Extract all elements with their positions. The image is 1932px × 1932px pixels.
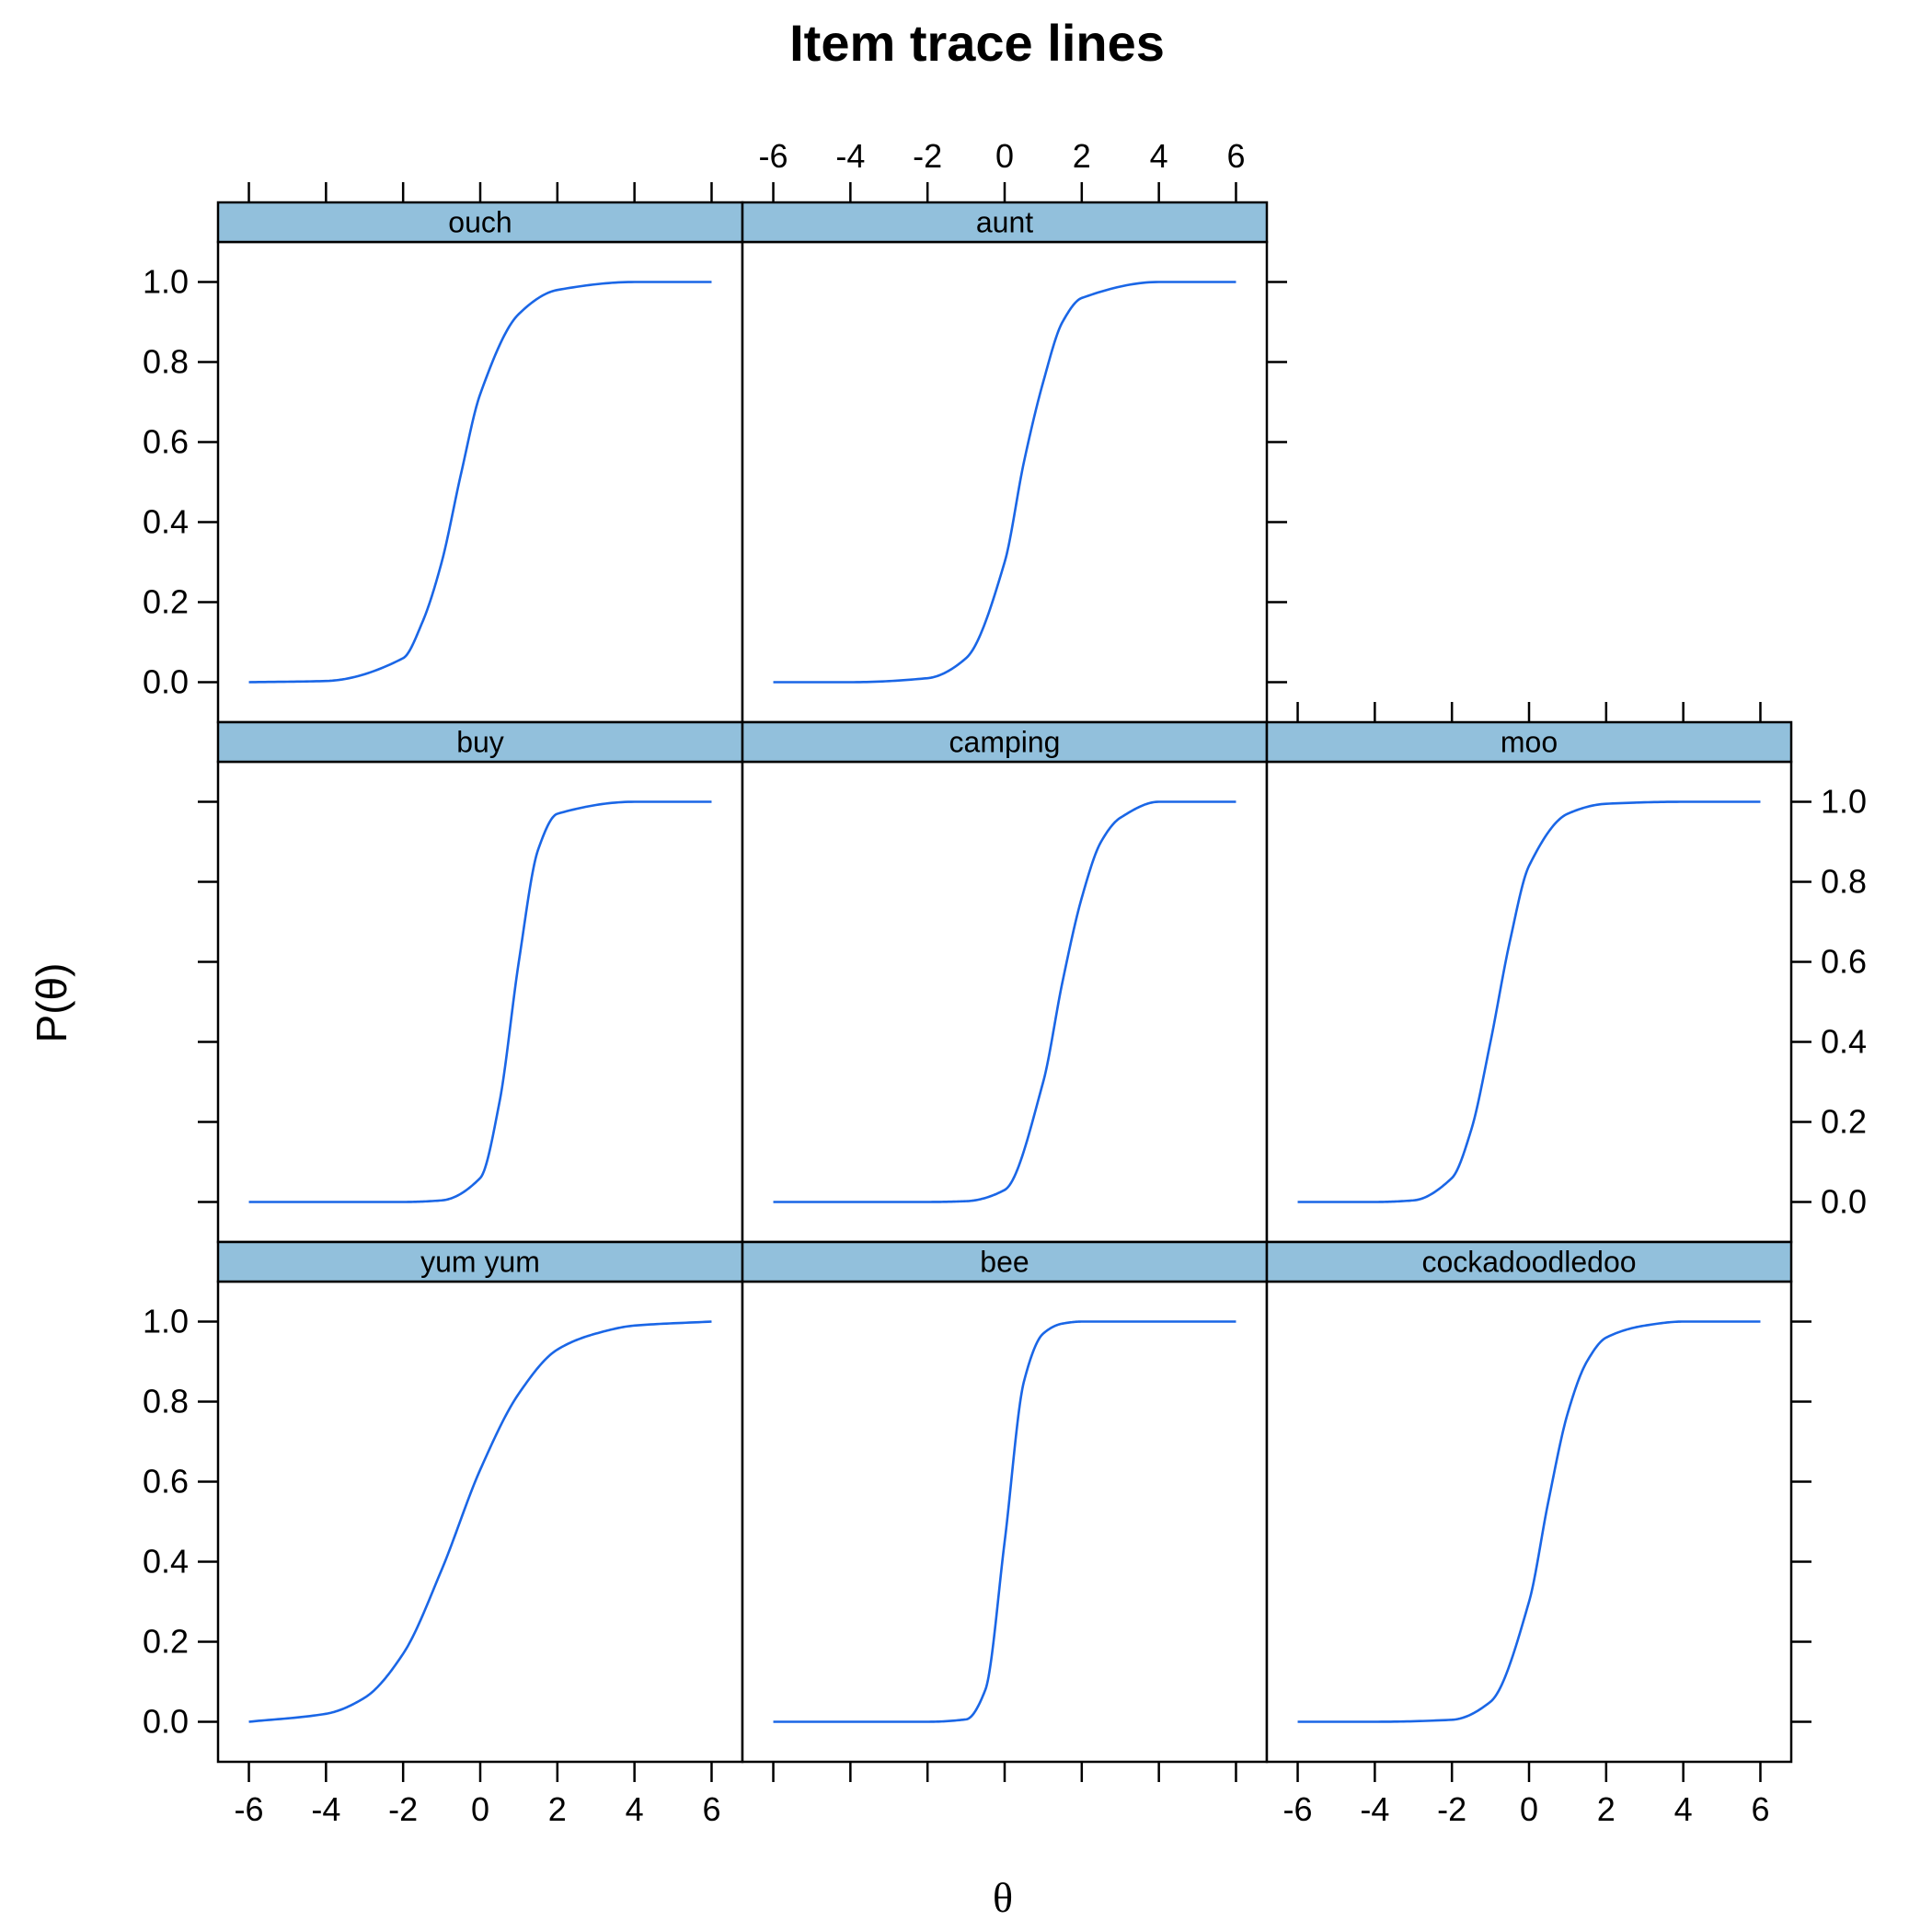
- panel-5-trace-line: [248, 1320, 712, 1723]
- panel-0-y-tick-label-2: 0.4: [143, 503, 189, 541]
- panel-5-box: [216, 1280, 744, 1764]
- y-axis-title: P(θ): [28, 963, 75, 1043]
- panel-5-y-tick-label-3: 0.6: [143, 1463, 189, 1501]
- panel-1-box: [741, 240, 1269, 724]
- panel-3-trace-line: [773, 800, 1236, 1203]
- panel-5-strip-label: yum yum: [420, 1246, 540, 1279]
- panel-0-y-tick-label-4: 0.8: [143, 343, 189, 381]
- panel-7-x-tick-label-3: 0: [1520, 1790, 1538, 1828]
- panel-2-strip: [216, 720, 744, 764]
- x-axis-title: θ: [993, 1874, 1013, 1921]
- panel-5-x-tick-label-1: -4: [311, 1790, 340, 1828]
- panel-4-y-right-tick-label-3: 0.6: [1821, 943, 1867, 981]
- panel-5-y-tick-label-0: 0.0: [143, 1703, 189, 1741]
- panel-1-x-top-tick-label-2: -2: [913, 137, 942, 175]
- panel-2-trace-line: [248, 800, 712, 1203]
- panel-3-strip: [741, 720, 1269, 764]
- panel-1-x-top-tick-label-4: 2: [1073, 137, 1091, 175]
- panel-4-box: [1265, 760, 1793, 1244]
- panel-5-x-tick-label-4: 2: [548, 1790, 567, 1828]
- panel-4-y-right-tick-label-4: 0.8: [1821, 863, 1867, 901]
- panel-1-strip-label: aunt: [976, 206, 1033, 239]
- panel-7-x-tick-label-4: 2: [1597, 1790, 1616, 1828]
- panel-5-x-tick-label-2: -2: [388, 1790, 418, 1828]
- panel-4-y-right-tick-label-1: 0.2: [1821, 1103, 1867, 1141]
- panel-5-x-tick-label-5: 4: [626, 1790, 644, 1828]
- panel-7-x-tick-label-2: -2: [1437, 1790, 1466, 1828]
- panel-4-trace-line: [1297, 800, 1761, 1203]
- panel-0-strip-label: ouch: [448, 206, 512, 239]
- panel-0-y-tick-label-3: 0.6: [143, 423, 189, 461]
- panel-4-y-right-tick-label-5: 1.0: [1821, 783, 1867, 821]
- panel-0-y-tick-label-1: 0.2: [143, 583, 189, 621]
- panel-2-strip-label: buy: [456, 726, 504, 759]
- chart-title: Item trace lines: [789, 14, 1165, 72]
- panel-1-x-top-tick-label-5: 4: [1150, 137, 1168, 175]
- panel-7-strip: [1265, 1240, 1793, 1283]
- panel-0-box: [216, 240, 744, 724]
- panel-3-strip-label: camping: [949, 726, 1061, 759]
- panel-5-strip: [216, 1240, 744, 1283]
- panel-7-x-tick-label-0: -6: [1283, 1790, 1313, 1828]
- panel-4-strip: [1265, 720, 1793, 764]
- panel-1-trace-line: [773, 281, 1236, 684]
- panel-0-y-tick-label-5: 1.0: [143, 263, 189, 301]
- panel-1-x-top-tick-label-1: -4: [835, 137, 865, 175]
- panel-6-trace-line: [773, 1320, 1236, 1723]
- panel-1-x-top-tick-label-6: 6: [1226, 137, 1245, 175]
- panel-5-x-tick-label-6: 6: [702, 1790, 720, 1828]
- panel-7-x-tick-label-6: 6: [1751, 1790, 1769, 1828]
- panel-5-y-tick-label-5: 1.0: [143, 1303, 189, 1340]
- panel-4-y-right-tick-label-2: 0.4: [1821, 1023, 1867, 1061]
- panel-7-strip-label: cockadoodledoo: [1421, 1246, 1636, 1279]
- panel-5-x-tick-label-0: -6: [235, 1790, 264, 1828]
- panel-7-x-tick-label-5: 4: [1674, 1790, 1693, 1828]
- panel-1-x-top-tick-label-0: -6: [759, 137, 788, 175]
- panel-0-trace-line: [248, 281, 712, 684]
- panel-0-strip: [216, 201, 744, 244]
- panels-layer: ouch 0.0 0.2 0.4 0.6 0.8 1.0 aunt -6 -4 -2 0 2 4 6 buy c…: [143, 137, 1867, 1828]
- panel-6-box: [741, 1280, 1269, 1764]
- panel-4-strip-label: moo: [1501, 726, 1558, 759]
- panel-1-x-top-tick-label-3: 0: [995, 137, 1014, 175]
- panel-5-y-tick-label-4: 0.8: [143, 1383, 189, 1420]
- panel-1-strip: [741, 201, 1269, 244]
- panel-4-y-right-tick-label-0: 0.0: [1821, 1183, 1867, 1221]
- panel-2-box: [216, 760, 744, 1244]
- panel-5-y-tick-label-2: 0.4: [143, 1543, 189, 1581]
- panel-7-box: [1265, 1280, 1793, 1764]
- panel-7-x-tick-label-1: -4: [1360, 1790, 1389, 1828]
- panel-5-x-tick-label-3: 0: [471, 1790, 489, 1828]
- panel-5-y-tick-label-1: 0.2: [143, 1623, 189, 1661]
- panel-3-box: [741, 760, 1269, 1244]
- panel-0-y-tick-label-0: 0.0: [143, 663, 189, 701]
- panel-6-strip-label: bee: [980, 1246, 1029, 1279]
- panel-7-trace-line: [1297, 1320, 1761, 1723]
